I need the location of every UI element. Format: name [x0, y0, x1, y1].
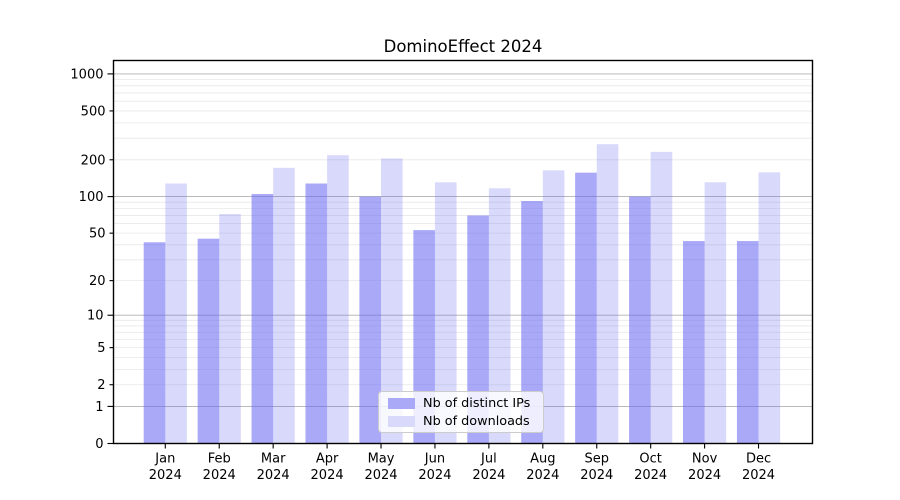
legend: Nb of distinct IPs Nb of downloads [378, 391, 544, 433]
x-tick-label-month: Apr [316, 452, 339, 467]
bar-distinct-ips-sep [575, 172, 597, 444]
y-tick-label: 50 [89, 227, 106, 242]
bar-distinct-ips-jul [467, 215, 489, 444]
bar-downloads-jul [488, 188, 511, 444]
y-tick-label: 0 [95, 437, 103, 452]
bar-distinct-ips-apr [305, 183, 328, 444]
legend-label-distinct-ips: Nb of distinct IPs [423, 395, 531, 411]
legend-item-downloads: Nb of downloads [388, 414, 543, 429]
x-tick-label-month: Oct [639, 452, 661, 467]
bar-downloads-may [381, 158, 403, 444]
bar-distinct-ips-mar [251, 194, 274, 444]
x-tick-label-year: 2024 [472, 468, 505, 483]
y-tick-label: 5 [97, 341, 105, 356]
x-tick-label-year: 2024 [634, 468, 667, 483]
x-tick-label-month: Jul [480, 452, 497, 467]
y-tick-label: 1 [95, 400, 103, 415]
bar-distinct-ips-feb [197, 238, 220, 444]
y-tick-label: 2 [97, 378, 105, 393]
bar-downloads-dec [758, 172, 781, 444]
bar-distinct-ips-jan [143, 242, 166, 444]
x-tick-label-year: 2024 [580, 468, 613, 483]
x-tick-label-month: Jan [154, 452, 175, 467]
x-tick-label-month: Nov [692, 452, 718, 467]
bar-downloads-jan [165, 183, 187, 444]
x-tick-label-month: Sep [584, 452, 609, 467]
bar-downloads-apr [327, 155, 349, 444]
x-tick-label-month: Feb [208, 452, 231, 467]
legend-item-distinct-ips: Nb of distinct IPs [388, 396, 543, 411]
bar-distinct-ips-aug [521, 201, 543, 444]
bar-downloads-aug [542, 170, 565, 444]
bar-distinct-ips-dec [736, 241, 759, 444]
x-tick-label-year: 2024 [203, 468, 236, 483]
x-tick-label-year: 2024 [311, 468, 344, 483]
bar-distinct-ips-oct [629, 196, 651, 444]
y-tick-label: 500 [81, 104, 106, 119]
x-tick-label-month: May [368, 452, 395, 467]
x-tick-label-month: Mar [261, 452, 286, 467]
bar-downloads-nov [704, 182, 727, 444]
plot-border [112, 59, 814, 445]
x-tick-label-year: 2024 [688, 468, 721, 483]
y-tick-label: 200 [81, 153, 106, 168]
x-tick-label-year: 2024 [257, 468, 290, 483]
y-tick-label: 100 [79, 190, 104, 205]
x-tick-label-year: 2024 [149, 468, 182, 483]
x-tick-label-year: 2024 [526, 468, 559, 483]
legend-swatch-distinct-ips [388, 397, 415, 409]
bar-distinct-ips-may [359, 196, 382, 444]
chart-title: DominoEffect 2024 [383, 37, 543, 56]
x-tick-label-year: 2024 [742, 468, 775, 483]
x-tick-label-month: Jun [424, 452, 445, 467]
legend-swatch-downloads [388, 415, 415, 427]
y-tick-label: 1000 [70, 67, 103, 82]
bar-downloads-sep [596, 144, 619, 444]
bar-downloads-oct [650, 151, 673, 444]
bar-downloads-jun [434, 182, 457, 444]
y-tick-label: 20 [89, 274, 106, 289]
bar-distinct-ips-nov [683, 241, 705, 444]
bar-downloads-mar [273, 167, 295, 444]
x-tick-label-month: Aug [530, 452, 555, 467]
x-tick-label-year: 2024 [418, 468, 451, 483]
x-tick-label-month: Dec [746, 452, 771, 467]
bar-distinct-ips-jun [413, 230, 435, 444]
y-tick-label: 10 [87, 309, 104, 324]
x-tick-label-year: 2024 [364, 468, 397, 483]
bar-downloads-feb [219, 213, 241, 444]
legend-label-downloads: Nb of downloads [423, 413, 530, 429]
